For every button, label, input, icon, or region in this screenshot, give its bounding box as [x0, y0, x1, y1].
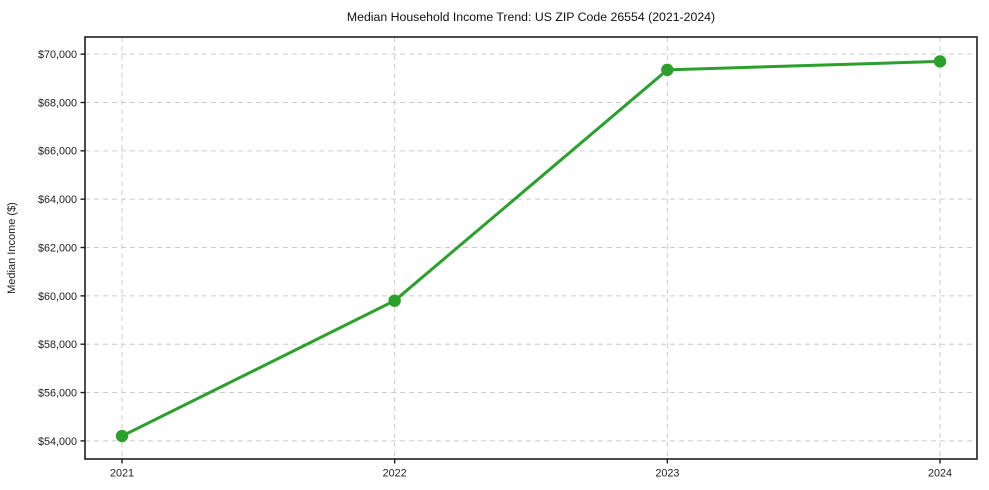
gridlines [85, 37, 977, 459]
chart-title: Median Household Income Trend: US ZIP Co… [347, 10, 715, 24]
y-axis-label: Median Income ($) [6, 202, 18, 294]
y-tick-label: $70,000 [38, 49, 77, 61]
trend-line [120, 59, 942, 438]
y-tick-label: $66,000 [38, 146, 77, 158]
x-tick-label: 2022 [383, 468, 407, 480]
data-point-2023 [661, 63, 674, 77]
y-tick-label: $64,000 [38, 194, 77, 206]
y-tick-label: $56,000 [38, 387, 77, 399]
data-point-2024 [933, 55, 947, 68]
y-tick-label: $62,000 [38, 242, 77, 254]
y-tick-label: $60,000 [38, 291, 77, 303]
y-tick-label: $58,000 [38, 339, 77, 351]
x-tick-label: 2023 [655, 468, 679, 480]
data-point-2022 [388, 294, 401, 307]
data-series [115, 55, 947, 443]
x-tick-label: 2024 [928, 468, 952, 480]
data-point-2021 [115, 429, 129, 443]
y-tick-label: $54,000 [38, 436, 77, 448]
y-tick-label: $68,000 [38, 97, 77, 109]
x-tick-label: 2021 [110, 468, 134, 480]
axes: $54,000 $56,000 $58,000 $60,000 $62,000 $64,0… [38, 36, 978, 480]
